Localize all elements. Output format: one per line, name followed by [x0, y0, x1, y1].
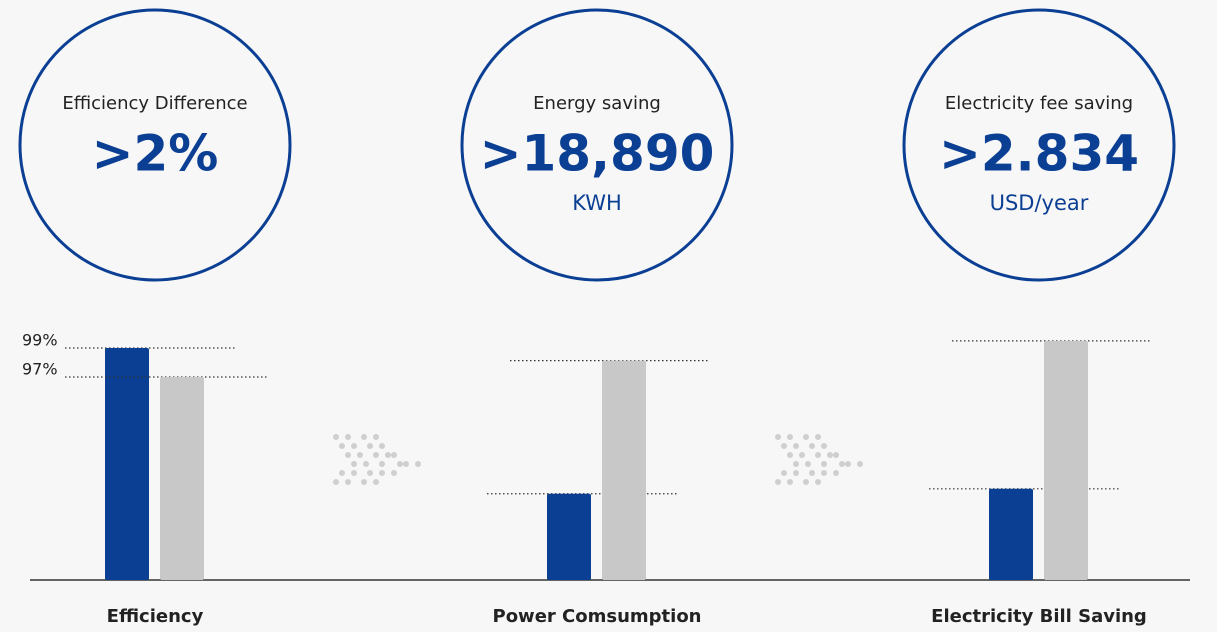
- stat-label: Efficiency Difference: [62, 93, 247, 114]
- group-label: Power Comsumption: [493, 606, 702, 627]
- bar: [602, 360, 646, 580]
- stat-unit: KWH: [572, 191, 622, 215]
- group-label: Efficiency: [107, 606, 204, 627]
- bar: [1044, 340, 1088, 580]
- stat-label: Energy saving: [533, 93, 661, 114]
- stat-circle: [902, 8, 1176, 282]
- value-label: 99%: [22, 331, 58, 350]
- arrow-decoration: [333, 434, 421, 485]
- bar: [160, 377, 204, 580]
- stat-value: >2%: [92, 125, 219, 183]
- stat-value: >2.834: [939, 125, 1139, 183]
- stat-value: >18,890: [480, 125, 715, 183]
- bar: [105, 348, 149, 580]
- stat-unit: USD/year: [990, 191, 1089, 215]
- arrow-decoration: [775, 434, 863, 485]
- value-label: 97%: [22, 360, 58, 379]
- bar: [547, 493, 591, 580]
- stat-label: Electricity fee saving: [945, 93, 1133, 114]
- stat-circle: [460, 8, 734, 282]
- group-label: Electricity Bill Saving: [931, 606, 1147, 627]
- stat-circle: [18, 8, 292, 282]
- bar: [989, 488, 1033, 580]
